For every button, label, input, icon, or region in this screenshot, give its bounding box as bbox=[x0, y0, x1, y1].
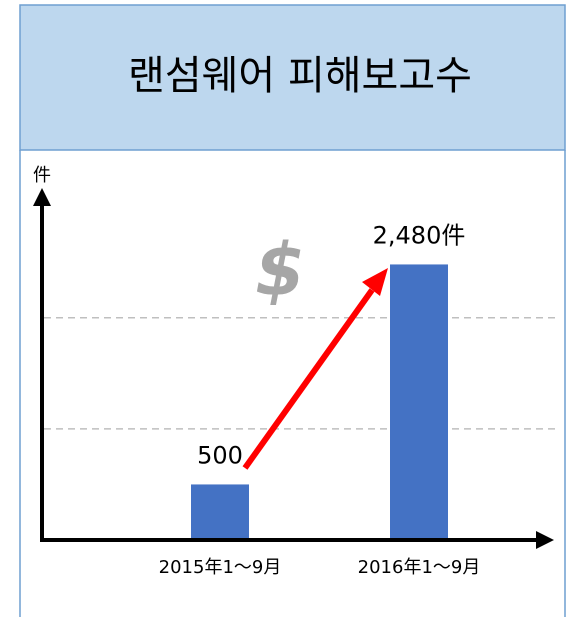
growth-arrow-head bbox=[362, 268, 388, 296]
x-tick-label: 2016年1～9月 bbox=[358, 557, 481, 578]
y-axis-arrow bbox=[33, 188, 51, 206]
value-label: 500 bbox=[197, 441, 243, 469]
bars bbox=[191, 264, 448, 540]
grid bbox=[44, 317, 555, 430]
bar bbox=[191, 484, 249, 540]
y-axis-label: 件 bbox=[33, 165, 51, 186]
growth-arrow bbox=[242, 288, 375, 470]
title-panel bbox=[19, 4, 566, 151]
x-axis-arrow bbox=[536, 531, 554, 549]
value-label: 2,480件 bbox=[373, 221, 466, 249]
bar bbox=[390, 264, 448, 540]
annotation: $ bbox=[255, 228, 305, 312]
x-tick-label: 2015年1～9月 bbox=[159, 557, 282, 578]
chart-title: 랜섬웨어 피해보고수 bbox=[128, 53, 472, 99]
